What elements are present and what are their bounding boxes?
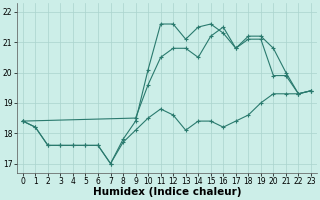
- X-axis label: Humidex (Indice chaleur): Humidex (Indice chaleur): [93, 187, 241, 197]
